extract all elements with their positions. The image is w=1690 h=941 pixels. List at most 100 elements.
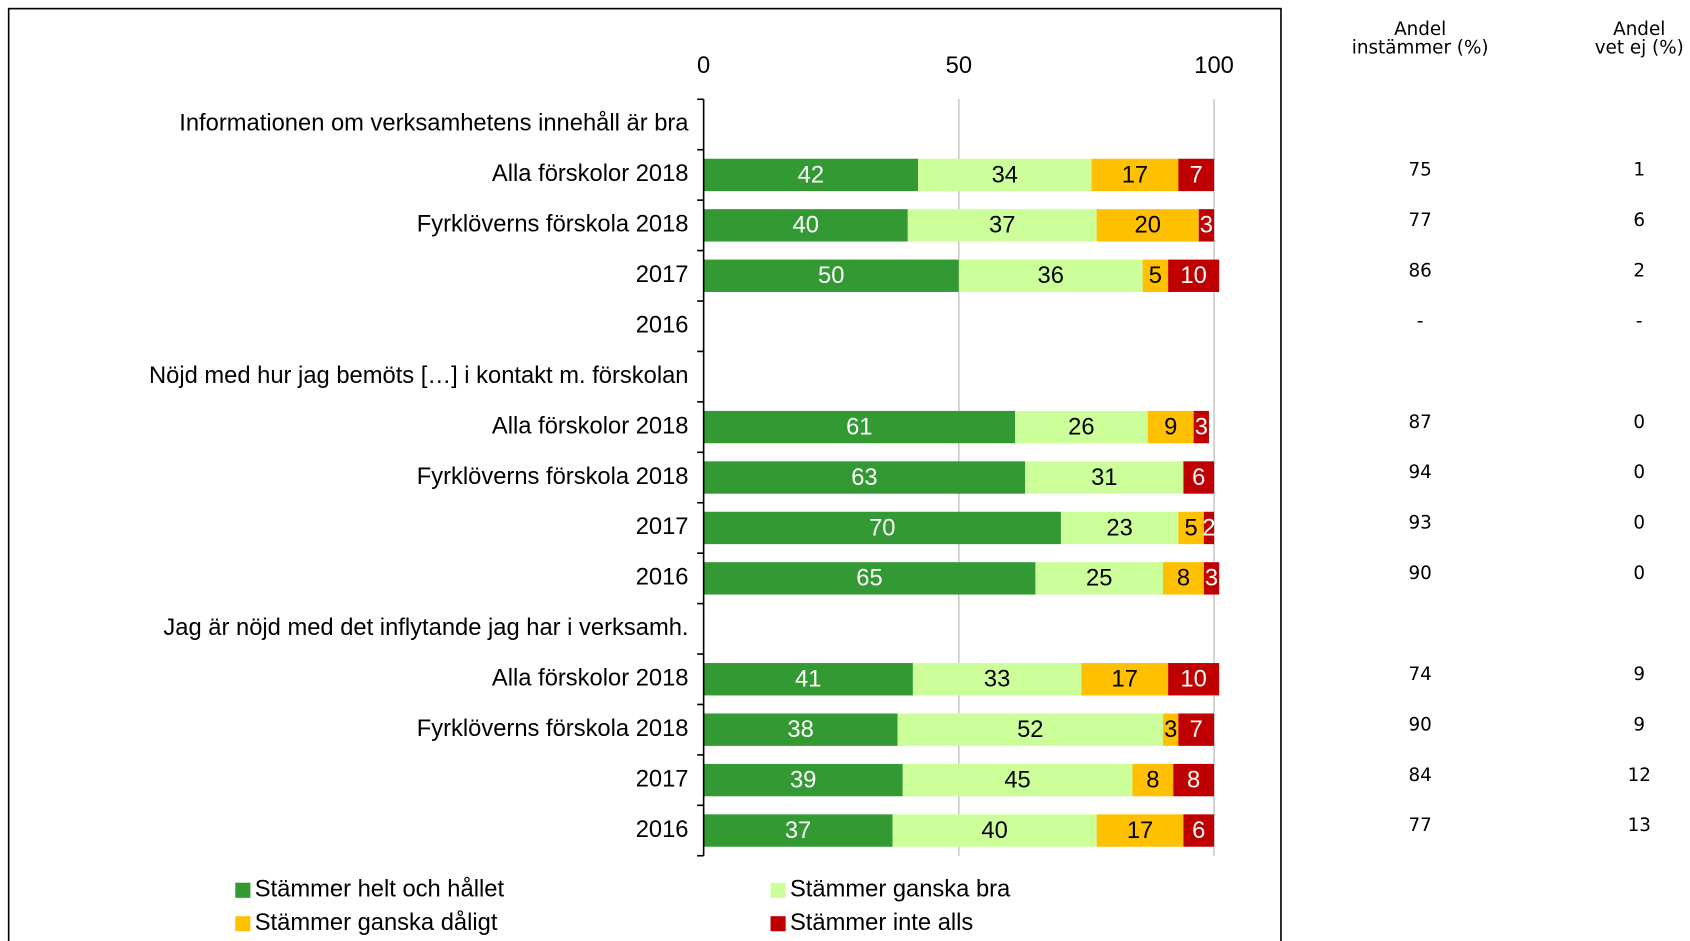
table-cell: 6	[1633, 210, 1645, 231]
bar-segment	[1203, 562, 1220, 595]
data-label: 41	[795, 667, 821, 693]
table-cell: 1	[1633, 160, 1645, 181]
data-label: 37	[785, 818, 811, 844]
legend-swatch	[235, 882, 251, 898]
x-tick-label: 100	[1194, 53, 1234, 79]
y-tick-label: Informationen om verksamhetens innehåll …	[179, 110, 689, 137]
data-label: 5	[1184, 515, 1197, 541]
data-label: 3	[1195, 414, 1208, 440]
bar-segment	[918, 158, 1092, 192]
data-label: 17	[1122, 162, 1148, 188]
chart-frame	[7, 7, 1282, 941]
data-label: 34	[992, 162, 1018, 188]
y-tick-label: Nöjd med hur jag bemöts […] i kontakt m.…	[149, 363, 689, 389]
bar-segment	[958, 259, 1143, 292]
table-header: Andel	[1394, 19, 1446, 40]
data-label: 10	[1180, 263, 1206, 289]
data-label: 39	[790, 767, 816, 793]
bar-segment	[703, 259, 959, 292]
y-tick-label: 2017	[636, 514, 689, 540]
table-cell: 77	[1409, 210, 1432, 231]
bar-segment	[1035, 562, 1164, 595]
y-tick-label: Alla förskolor 2018	[492, 666, 689, 692]
table-cell: 90	[1409, 714, 1432, 735]
table-cell: 13	[1628, 815, 1651, 836]
data-label: 8	[1146, 767, 1159, 793]
y-tick-label: 2016	[636, 312, 689, 338]
data-label: 7	[1190, 717, 1203, 743]
y-tick-label: Jag är nöjd med det inflytande jag har i…	[163, 615, 688, 641]
table-cell: 90	[1409, 563, 1432, 584]
table-cell: 12	[1628, 765, 1651, 786]
bar-segment	[1081, 663, 1169, 696]
data-label: 5	[1149, 263, 1162, 289]
data-label: 50	[818, 263, 844, 289]
bar-segment	[1147, 410, 1194, 444]
data-label: 6	[1192, 818, 1205, 844]
data-label: 36	[1038, 263, 1064, 289]
table-cell: 77	[1409, 815, 1432, 836]
y-tick-label: Alla förskolor 2018	[492, 413, 689, 439]
bar-segment	[1183, 461, 1215, 494]
data-label: 61	[846, 414, 872, 440]
table-cell: 75	[1409, 160, 1432, 181]
table-header: Andel	[1613, 19, 1665, 40]
bar-segment	[1025, 461, 1184, 494]
table-cell: -	[1636, 311, 1643, 332]
data-label: 63	[851, 465, 877, 491]
data-label: 3	[1164, 717, 1177, 743]
bar-segment	[1142, 259, 1169, 292]
bar-segment	[1178, 511, 1204, 545]
data-label: 23	[1106, 515, 1132, 541]
data-label: 17	[1127, 818, 1153, 844]
bar-segment	[1198, 209, 1215, 242]
y-tick-label: 2016	[636, 565, 689, 591]
data-label: 70	[869, 515, 895, 541]
data-label: 52	[1017, 717, 1043, 743]
bar-segment	[912, 663, 1082, 696]
table-cell: 0	[1633, 563, 1645, 584]
data-label: 6	[1192, 465, 1205, 491]
bar-segment	[703, 562, 1036, 595]
data-label: 8	[1177, 566, 1190, 592]
table-cell: 74	[1409, 664, 1432, 685]
table-cell: 0	[1633, 412, 1645, 433]
bar-segment	[1060, 511, 1179, 545]
table-cell: 94	[1409, 462, 1432, 483]
legend-swatch	[235, 916, 251, 932]
data-label: 3	[1205, 566, 1218, 592]
bar-segment	[892, 814, 1097, 847]
bar-segment	[1168, 259, 1220, 292]
bar-segment	[907, 209, 1097, 242]
bar-segment	[1163, 713, 1179, 746]
bar-segment	[1163, 562, 1204, 595]
legend-swatch	[770, 916, 786, 932]
table-cell: 84	[1409, 765, 1432, 786]
bar-segment	[1096, 814, 1184, 847]
data-label: 37	[989, 213, 1015, 239]
data-label: 40	[793, 213, 819, 239]
y-tick-label: 2017	[636, 262, 689, 288]
bar-segment	[703, 763, 903, 797]
data-label: 2	[1202, 515, 1215, 541]
bar-segment	[1014, 410, 1148, 444]
legend-label: Stämmer ganska dåligt	[255, 909, 498, 936]
bar-segment	[1193, 410, 1209, 444]
data-label: 40	[981, 818, 1007, 844]
y-tick-label: Fyrklöverns förskola 2018	[417, 212, 689, 238]
data-label: 65	[856, 566, 882, 592]
bar-segment	[1178, 713, 1215, 746]
bar-segment	[703, 461, 1026, 494]
bar-segment	[897, 713, 1164, 746]
table-cell: -	[1417, 311, 1424, 332]
bar-segment	[1178, 158, 1215, 192]
table-cell: 0	[1633, 513, 1645, 534]
data-label: 45	[1004, 767, 1030, 793]
data-label: 10	[1180, 667, 1206, 693]
legend-label: Stämmer inte alls	[790, 910, 973, 936]
data-label: 8	[1187, 767, 1200, 793]
bar-segment	[703, 158, 919, 192]
bar-segment	[1096, 209, 1199, 242]
table-cell: 87	[1409, 412, 1432, 433]
legend-label: Stämmer helt och hållet	[255, 876, 505, 903]
